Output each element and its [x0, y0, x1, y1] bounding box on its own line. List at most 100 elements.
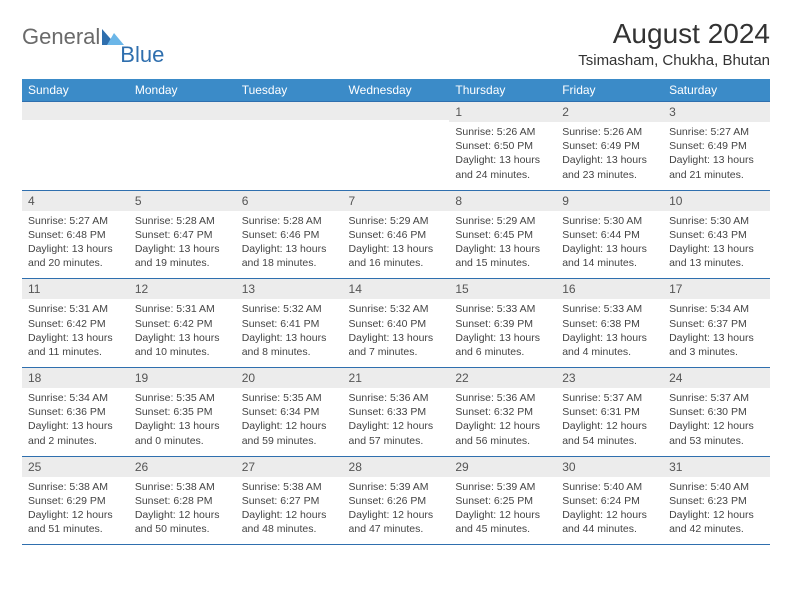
calendar-day-cell: 8Sunrise: 5:29 AMSunset: 6:45 PMDaylight…	[449, 190, 556, 279]
sunrise-text: Sunrise: 5:31 AM	[28, 302, 123, 316]
day-detail: Sunrise: 5:37 AMSunset: 6:31 PMDaylight:…	[556, 388, 663, 456]
day-number: 5	[129, 191, 236, 211]
day-detail: Sunrise: 5:28 AMSunset: 6:47 PMDaylight:…	[129, 211, 236, 279]
weekday-header: Tuesday	[236, 79, 343, 102]
daylight-text: Daylight: 12 hours and 53 minutes.	[669, 419, 764, 447]
daylight-text: Daylight: 13 hours and 0 minutes.	[135, 419, 230, 447]
sunrise-text: Sunrise: 5:40 AM	[562, 480, 657, 494]
sunset-text: Sunset: 6:33 PM	[349, 405, 444, 419]
sunrise-text: Sunrise: 5:35 AM	[135, 391, 230, 405]
day-number: 31	[663, 457, 770, 477]
calendar-week-row: 25Sunrise: 5:38 AMSunset: 6:29 PMDayligh…	[22, 456, 770, 545]
day-number: 20	[236, 368, 343, 388]
day-number: 16	[556, 279, 663, 299]
calendar-day-cell: 4Sunrise: 5:27 AMSunset: 6:48 PMDaylight…	[22, 190, 129, 279]
calendar-day-cell	[236, 102, 343, 191]
day-number: 23	[556, 368, 663, 388]
sunset-text: Sunset: 6:42 PM	[135, 317, 230, 331]
sunset-text: Sunset: 6:45 PM	[455, 228, 550, 242]
calendar-day-cell: 3Sunrise: 5:27 AMSunset: 6:49 PMDaylight…	[663, 102, 770, 191]
sunset-text: Sunset: 6:36 PM	[28, 405, 123, 419]
day-detail: Sunrise: 5:35 AMSunset: 6:34 PMDaylight:…	[236, 388, 343, 456]
day-number: 28	[343, 457, 450, 477]
daylight-text: Daylight: 13 hours and 20 minutes.	[28, 242, 123, 270]
calendar-week-row: 1Sunrise: 5:26 AMSunset: 6:50 PMDaylight…	[22, 102, 770, 191]
sunrise-text: Sunrise: 5:33 AM	[562, 302, 657, 316]
sunrise-text: Sunrise: 5:34 AM	[28, 391, 123, 405]
daylight-text: Daylight: 12 hours and 51 minutes.	[28, 508, 123, 536]
calendar-day-cell: 17Sunrise: 5:34 AMSunset: 6:37 PMDayligh…	[663, 279, 770, 368]
day-number: 11	[22, 279, 129, 299]
day-detail: Sunrise: 5:30 AMSunset: 6:43 PMDaylight:…	[663, 211, 770, 279]
sunset-text: Sunset: 6:24 PM	[562, 494, 657, 508]
calendar-table: SundayMondayTuesdayWednesdayThursdayFrid…	[22, 79, 770, 545]
calendar-header-row: SundayMondayTuesdayWednesdayThursdayFrid…	[22, 79, 770, 102]
calendar-day-cell: 27Sunrise: 5:38 AMSunset: 6:27 PMDayligh…	[236, 456, 343, 545]
sunrise-text: Sunrise: 5:35 AM	[242, 391, 337, 405]
day-detail: Sunrise: 5:40 AMSunset: 6:23 PMDaylight:…	[663, 477, 770, 545]
daylight-text: Daylight: 12 hours and 45 minutes.	[455, 508, 550, 536]
calendar-day-cell: 13Sunrise: 5:32 AMSunset: 6:41 PMDayligh…	[236, 279, 343, 368]
logo: General Blue	[22, 18, 170, 50]
daylight-text: Daylight: 13 hours and 21 minutes.	[669, 153, 764, 181]
calendar-day-cell: 22Sunrise: 5:36 AMSunset: 6:32 PMDayligh…	[449, 368, 556, 457]
day-number: 13	[236, 279, 343, 299]
daylight-text: Daylight: 13 hours and 11 minutes.	[28, 331, 123, 359]
sunset-text: Sunset: 6:50 PM	[455, 139, 550, 153]
sunrise-text: Sunrise: 5:36 AM	[455, 391, 550, 405]
sunset-text: Sunset: 6:23 PM	[669, 494, 764, 508]
sunset-text: Sunset: 6:26 PM	[349, 494, 444, 508]
calendar-day-cell	[343, 102, 450, 191]
sunset-text: Sunset: 6:46 PM	[242, 228, 337, 242]
day-detail: Sunrise: 5:31 AMSunset: 6:42 PMDaylight:…	[129, 299, 236, 367]
sunset-text: Sunset: 6:31 PM	[562, 405, 657, 419]
day-number: 25	[22, 457, 129, 477]
sunrise-text: Sunrise: 5:38 AM	[28, 480, 123, 494]
calendar-day-cell: 28Sunrise: 5:39 AMSunset: 6:26 PMDayligh…	[343, 456, 450, 545]
day-detail: Sunrise: 5:38 AMSunset: 6:27 PMDaylight:…	[236, 477, 343, 545]
sunrise-text: Sunrise: 5:27 AM	[28, 214, 123, 228]
sunrise-text: Sunrise: 5:29 AM	[349, 214, 444, 228]
sunset-text: Sunset: 6:49 PM	[669, 139, 764, 153]
sunset-text: Sunset: 6:35 PM	[135, 405, 230, 419]
day-detail: Sunrise: 5:40 AMSunset: 6:24 PMDaylight:…	[556, 477, 663, 545]
day-detail: Sunrise: 5:27 AMSunset: 6:49 PMDaylight:…	[663, 122, 770, 190]
day-number: 4	[22, 191, 129, 211]
sunset-text: Sunset: 6:25 PM	[455, 494, 550, 508]
daylight-text: Daylight: 13 hours and 16 minutes.	[349, 242, 444, 270]
day-number	[129, 102, 236, 120]
day-detail: Sunrise: 5:34 AMSunset: 6:37 PMDaylight:…	[663, 299, 770, 367]
day-detail: Sunrise: 5:31 AMSunset: 6:42 PMDaylight:…	[22, 299, 129, 367]
day-detail: Sunrise: 5:29 AMSunset: 6:45 PMDaylight:…	[449, 211, 556, 279]
day-detail: Sunrise: 5:35 AMSunset: 6:35 PMDaylight:…	[129, 388, 236, 456]
calendar-day-cell: 10Sunrise: 5:30 AMSunset: 6:43 PMDayligh…	[663, 190, 770, 279]
calendar-week-row: 11Sunrise: 5:31 AMSunset: 6:42 PMDayligh…	[22, 279, 770, 368]
daylight-text: Daylight: 13 hours and 18 minutes.	[242, 242, 337, 270]
day-number: 30	[556, 457, 663, 477]
day-number: 19	[129, 368, 236, 388]
sunset-text: Sunset: 6:29 PM	[28, 494, 123, 508]
day-detail: Sunrise: 5:26 AMSunset: 6:49 PMDaylight:…	[556, 122, 663, 190]
calendar-day-cell: 25Sunrise: 5:38 AMSunset: 6:29 PMDayligh…	[22, 456, 129, 545]
sunrise-text: Sunrise: 5:34 AM	[669, 302, 764, 316]
daylight-text: Daylight: 12 hours and 47 minutes.	[349, 508, 444, 536]
day-detail	[22, 120, 129, 182]
sunrise-text: Sunrise: 5:39 AM	[455, 480, 550, 494]
daylight-text: Daylight: 13 hours and 24 minutes.	[455, 153, 550, 181]
day-number: 17	[663, 279, 770, 299]
day-detail: Sunrise: 5:29 AMSunset: 6:46 PMDaylight:…	[343, 211, 450, 279]
sunrise-text: Sunrise: 5:30 AM	[562, 214, 657, 228]
daylight-text: Daylight: 12 hours and 44 minutes.	[562, 508, 657, 536]
day-number: 24	[663, 368, 770, 388]
day-number: 12	[129, 279, 236, 299]
day-number	[22, 102, 129, 120]
calendar-day-cell: 11Sunrise: 5:31 AMSunset: 6:42 PMDayligh…	[22, 279, 129, 368]
day-number: 1	[449, 102, 556, 122]
calendar-day-cell: 16Sunrise: 5:33 AMSunset: 6:38 PMDayligh…	[556, 279, 663, 368]
day-detail: Sunrise: 5:38 AMSunset: 6:29 PMDaylight:…	[22, 477, 129, 545]
daylight-text: Daylight: 13 hours and 3 minutes.	[669, 331, 764, 359]
calendar-day-cell: 1Sunrise: 5:26 AMSunset: 6:50 PMDaylight…	[449, 102, 556, 191]
logo-text-blue: Blue	[120, 42, 164, 68]
sunrise-text: Sunrise: 5:37 AM	[562, 391, 657, 405]
sunrise-text: Sunrise: 5:28 AM	[135, 214, 230, 228]
